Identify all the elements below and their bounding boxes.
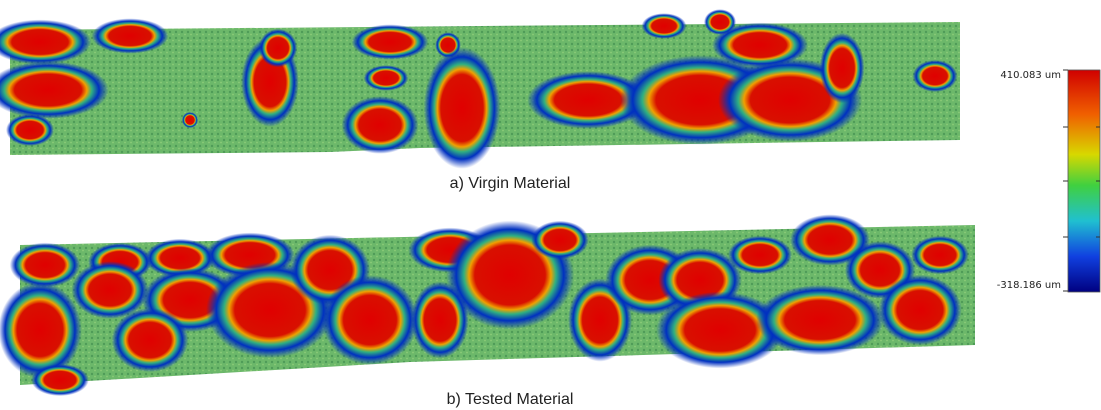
surface-virgin xyxy=(0,9,960,169)
peak xyxy=(0,282,82,378)
peak xyxy=(92,18,169,53)
peak xyxy=(6,114,54,146)
peak xyxy=(364,65,409,91)
peak xyxy=(411,282,469,359)
peak xyxy=(352,24,429,59)
peak xyxy=(342,96,419,154)
peak xyxy=(531,221,589,259)
peak xyxy=(704,9,736,35)
peak xyxy=(878,275,961,345)
caption: b) Tested Material xyxy=(447,391,574,408)
peak xyxy=(911,236,969,274)
caption: a) Virgin Material xyxy=(450,175,571,192)
peak xyxy=(182,112,198,128)
colorbar-max: 410.083 um xyxy=(1000,70,1061,81)
colorbar: 410.083 um -318.186 um xyxy=(997,70,1100,292)
peak xyxy=(10,243,80,288)
peak xyxy=(756,285,884,355)
peak xyxy=(642,13,687,39)
peak xyxy=(424,47,501,169)
figure: a) Virgin Material b) Tested Material 41… xyxy=(0,0,1101,410)
peak xyxy=(112,308,189,372)
peak xyxy=(728,236,792,274)
peak xyxy=(913,60,958,92)
peak xyxy=(259,29,297,67)
peak xyxy=(820,33,865,103)
peak xyxy=(322,275,418,365)
colorbar-min: -318.186 um xyxy=(997,280,1061,291)
surface-tested xyxy=(0,214,975,396)
peak xyxy=(31,364,89,396)
